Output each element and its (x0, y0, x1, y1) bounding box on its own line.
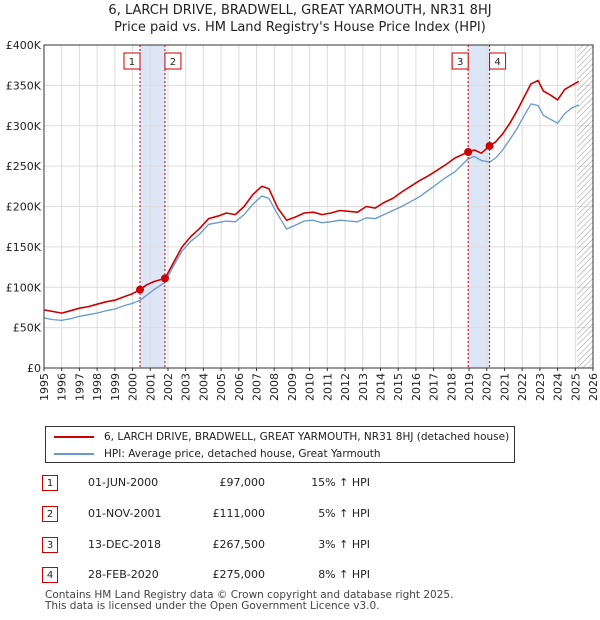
y-tick-label: £200K (6, 201, 42, 214)
transaction-date: 28-FEB-2020 (88, 568, 159, 581)
x-tick-label: 1998 (91, 373, 104, 401)
marker-label-4: 4 (494, 57, 500, 68)
x-tick-label: 2010 (304, 373, 317, 401)
legend-blue-line-icon (54, 453, 94, 455)
x-tick-label: 1996 (56, 373, 69, 401)
transaction-number-badge: 3 (42, 537, 58, 553)
transaction-row: 3 13-DEC-2018 £267,500 3% ↑ HPI (0, 537, 600, 557)
y-tick-label: £350K (6, 79, 42, 92)
sale-point-2 (160, 274, 169, 283)
chart-title: 6, LARCH DRIVE, BRADWELL, GREAT YARMOUTH… (0, 0, 600, 36)
x-tick-label: 2019 (463, 373, 476, 401)
x-tick-label: 2004 (197, 373, 210, 401)
legend-blue-label: HPI: Average price, detached house, Grea… (104, 448, 381, 460)
x-tick-label: 2001 (144, 373, 157, 401)
marker-box-4 (489, 52, 507, 70)
transaction-date: 13-DEC-2018 (88, 538, 162, 551)
legend-item-property: 6, LARCH DRIVE, BRADWELL, GREAT YARMOUTH… (54, 429, 509, 445)
transaction-row: 4 28-FEB-2020 £275,000 8% ↑ HPI (0, 567, 600, 587)
transaction-row: 1 01-JUN-2000 £97,000 15% ↑ HPI (0, 475, 600, 495)
marker-box-3 (451, 52, 469, 70)
y-tick-label: £0 (27, 362, 41, 375)
x-tick-label: 2013 (357, 373, 370, 401)
transaction-price: £111,000 (212, 507, 266, 520)
footer: Contains HM Land Registry data © Crown c… (45, 590, 453, 612)
y-tick-label: £100K (6, 281, 42, 294)
title-line-2: Price paid vs. HM Land Registry's House … (114, 20, 486, 35)
x-tick-label: 2017 (428, 373, 441, 401)
transaction-price: £97,000 (219, 476, 266, 489)
marker-box-1 (123, 52, 141, 70)
x-tick-label: 2014 (374, 373, 387, 401)
marker-label-2: 2 (170, 57, 176, 68)
price-chart: 1 2 3 4 £0 £50K £100K £150K £200K £250K £300K £350… (6, 39, 600, 401)
x-tick-label: 2023 (534, 373, 547, 401)
x-tick-label: 1999 (109, 373, 122, 401)
x-tick-label: 2026 (587, 373, 600, 401)
transaction-hpi: 5% ↑ HPI (318, 507, 370, 520)
y-tick-label: £50K (13, 322, 42, 335)
transaction-hpi: 8% ↑ HPI (318, 568, 370, 581)
sale-point-3 (464, 147, 473, 156)
sale-point-1 (135, 285, 144, 294)
y-tick-label: £400K (6, 39, 42, 52)
transaction-hpi: 3% ↑ HPI (318, 538, 370, 551)
x-tick-label: 2009 (286, 373, 299, 401)
chart-legend: 6, LARCH DRIVE, BRADWELL, GREAT YARMOUTH… (45, 426, 515, 463)
x-tick-label: 2018 (445, 373, 458, 401)
legend-red-label: 6, LARCH DRIVE, BRADWELL, GREAT YARMOUTH… (104, 431, 510, 443)
transaction-number-badge: 2 (42, 506, 58, 522)
x-tick-label: 1995 (38, 373, 51, 401)
y-tick-label: £150K (6, 241, 42, 254)
x-tick-label: 2002 (162, 373, 175, 401)
x-tick-label: 2020 (481, 373, 494, 401)
x-tick-label: 2006 (233, 373, 246, 401)
marker-label-1: 1 (129, 57, 135, 68)
y-tick-label: £300K (6, 120, 42, 133)
x-tick-label: 2003 (180, 373, 193, 401)
property-price-line (43, 79, 580, 314)
transaction-number-badge: 4 (42, 567, 58, 583)
x-tick-label: 2005 (215, 373, 228, 401)
transaction-price: £275,000 (212, 568, 266, 581)
x-tick-label: 2016 (410, 373, 423, 401)
transaction-date: 01-JUN-2000 (88, 476, 159, 489)
x-tick-label: 2024 (552, 373, 565, 401)
x-tick-label: 2007 (251, 373, 264, 401)
sale-point-4 (485, 141, 494, 150)
legend-item-hpi: HPI: Average price, detached house, Grea… (54, 446, 381, 462)
y-tick-label: £250K (6, 160, 42, 173)
x-tick-label: 1997 (73, 373, 86, 401)
footer-copyright: Contains HM Land Registry data © Crown c… (45, 589, 454, 601)
plot-frame (43, 44, 594, 369)
title-line-1: 6, LARCH DRIVE, BRADWELL, GREAT YARMOUTH… (108, 3, 492, 18)
x-tick-label: 2011 (321, 373, 334, 401)
x-tick-label: 2008 (268, 373, 281, 401)
transaction-row: 2 01-NOV-2001 £111,000 5% ↑ HPI (0, 506, 600, 526)
x-tick-label: 2025 (569, 373, 582, 401)
forecast-hatch (577, 45, 593, 368)
marker-label-3: 3 (457, 57, 463, 68)
transaction-number-badge: 1 (42, 475, 58, 491)
x-tick-label: 2000 (127, 373, 140, 401)
transaction-hpi: 15% ↑ HPI (311, 476, 370, 489)
x-tick-label: 2015 (392, 373, 405, 401)
x-tick-label: 2022 (516, 373, 529, 401)
footer-licence: This data is licensed under the Open Gov… (45, 600, 380, 612)
x-tick-label: 2021 (498, 373, 511, 401)
hpi-line (43, 103, 580, 322)
legend-red-line-icon (54, 436, 94, 438)
transaction-date: 01-NOV-2001 (88, 507, 162, 520)
marker-box-2 (164, 52, 182, 70)
x-tick-label: 2012 (339, 373, 352, 401)
transaction-price: £267,500 (212, 538, 266, 551)
